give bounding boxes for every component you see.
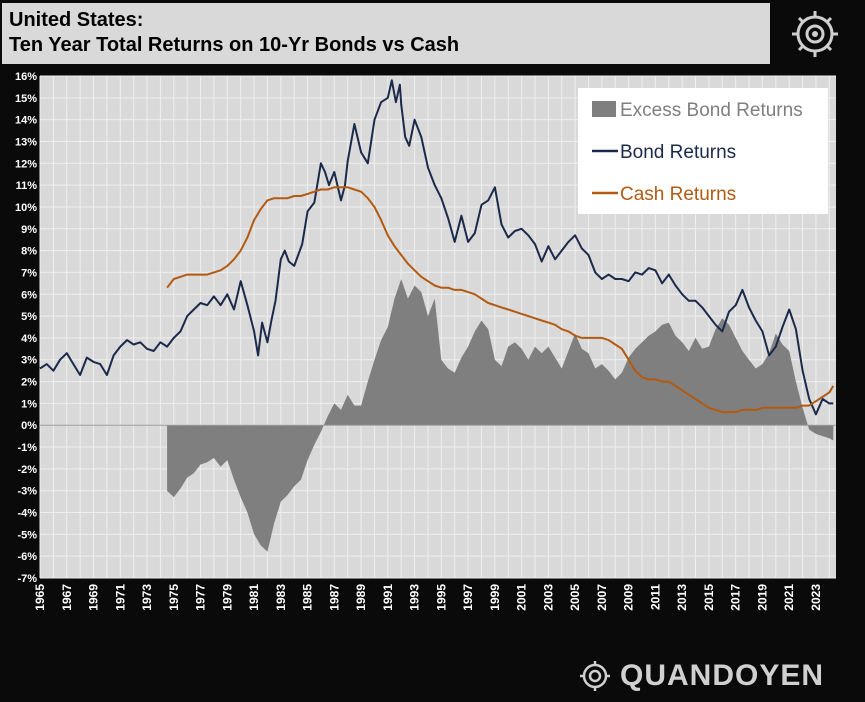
bond-returns-line xyxy=(39,79,834,416)
series-lines xyxy=(39,79,835,416)
x-tick-label: 2021 xyxy=(782,584,796,611)
x-tick-label: 1995 xyxy=(434,584,448,611)
y-tick-label: -7% xyxy=(17,573,37,585)
y-tick-label: 15% xyxy=(15,93,37,105)
y-tick-label: 11% xyxy=(16,180,38,192)
y-tick-label: 6% xyxy=(21,289,37,301)
x-axis: 1965 1967 1969 1971 1973 1975 1977 1979 1981 1983… xyxy=(33,584,823,611)
y-tick-label: 1% xyxy=(21,398,37,410)
y-tick-label: 14% xyxy=(15,115,37,127)
x-tick-label: 1971 xyxy=(113,584,127,611)
y-tick-label: 13% xyxy=(15,136,37,148)
y-tick-label: -3% xyxy=(17,486,37,498)
brand-logo-icon xyxy=(580,661,610,691)
y-tick-label: -2% xyxy=(17,464,37,476)
x-tick-label: 1967 xyxy=(60,584,74,611)
excess-bond-returns-area xyxy=(167,279,834,552)
legend-excess-label: Excess Bond Returns xyxy=(620,100,803,121)
y-tick-label: -1% xyxy=(17,442,37,454)
x-tick-label: 1991 xyxy=(381,584,395,611)
y-tick-label: 3% xyxy=(21,355,37,367)
y-axis: -7% -6% -5% -4% -3% -2% -1% 0% 1% 2% 3% 4% 5% 6% 7% 8% 9… xyxy=(15,71,37,585)
cash-returns-line xyxy=(166,186,835,414)
legend-cash-label: Cash Returns xyxy=(620,184,736,205)
y-tick-label: 7% xyxy=(21,267,37,279)
x-tick-label: 1993 xyxy=(408,584,422,611)
x-tick-label: 2007 xyxy=(595,584,609,611)
y-tick-label: 8% xyxy=(21,246,37,258)
x-tick-label: 1989 xyxy=(354,584,368,611)
brand-name: QUANDOYEN xyxy=(620,659,825,692)
y-tick-label: -4% xyxy=(17,508,37,520)
legend-bond-label: Bond Returns xyxy=(620,142,736,163)
grid-lines xyxy=(39,75,836,579)
x-tick-label: 2011 xyxy=(648,584,662,610)
x-tick-label: 1965 xyxy=(33,584,47,611)
y-tick-label: 2% xyxy=(21,377,37,389)
x-tick-label: 1973 xyxy=(140,584,154,611)
y-tick-label: 12% xyxy=(15,158,37,170)
y-tick-label: -5% xyxy=(17,529,37,541)
y-tick-label: 16% xyxy=(15,71,37,83)
x-tick-label: 1987 xyxy=(327,584,341,611)
x-tick-label: 2003 xyxy=(541,584,555,611)
x-tick-label: 2015 xyxy=(702,584,716,611)
x-tick-label: 2009 xyxy=(622,584,636,611)
legend: Excess Bond Returns Bond Returns Cash Retu… xyxy=(578,88,828,214)
x-tick-label: 2013 xyxy=(675,584,689,611)
chart-title-box: United States: Ten Year Total Returns on… xyxy=(2,3,770,64)
legend-box xyxy=(578,88,828,214)
x-tick-label: 1997 xyxy=(461,584,475,611)
y-tick-label: 4% xyxy=(21,333,37,345)
x-tick-label: 1983 xyxy=(274,584,288,611)
x-tick-label: 2005 xyxy=(568,584,582,611)
x-tick-label: 2023 xyxy=(809,584,823,611)
x-tick-label: 2017 xyxy=(729,584,743,611)
y-tick-label: -6% xyxy=(17,551,37,563)
y-tick-label: 9% xyxy=(21,224,37,236)
quandoyen-gear-icon xyxy=(792,11,838,57)
x-tick-label: 1985 xyxy=(301,584,315,611)
x-tick-label: 1981 xyxy=(247,584,261,611)
chart-title: United States: xyxy=(9,9,144,31)
x-tick-label: 1977 xyxy=(194,584,208,611)
x-tick-label: 1969 xyxy=(87,584,101,611)
x-tick-label: 1999 xyxy=(488,584,502,611)
x-tick-label: 2019 xyxy=(755,584,769,611)
x-tick-label: 1979 xyxy=(220,584,234,611)
chart-subtitle: Ten Year Total Returns on 10-Yr Bonds vs… xyxy=(9,34,460,56)
brand-footer: QUANDOYEN xyxy=(578,656,824,696)
x-tick-label: 2001 xyxy=(515,584,529,611)
y-tick-label: 5% xyxy=(21,311,37,323)
chart-svg: -7% -6% -5% -4% -3% -2% -1% 0% 1% 2% 3% 4% 5% 6% 7% 8% 9… xyxy=(15,71,836,611)
y-tick-label: 0% xyxy=(21,420,37,432)
y-tick-label: 10% xyxy=(15,202,37,214)
excess-area-layer xyxy=(167,279,834,552)
legend-excess-swatch xyxy=(592,101,616,117)
x-tick-label: 1975 xyxy=(167,584,181,611)
